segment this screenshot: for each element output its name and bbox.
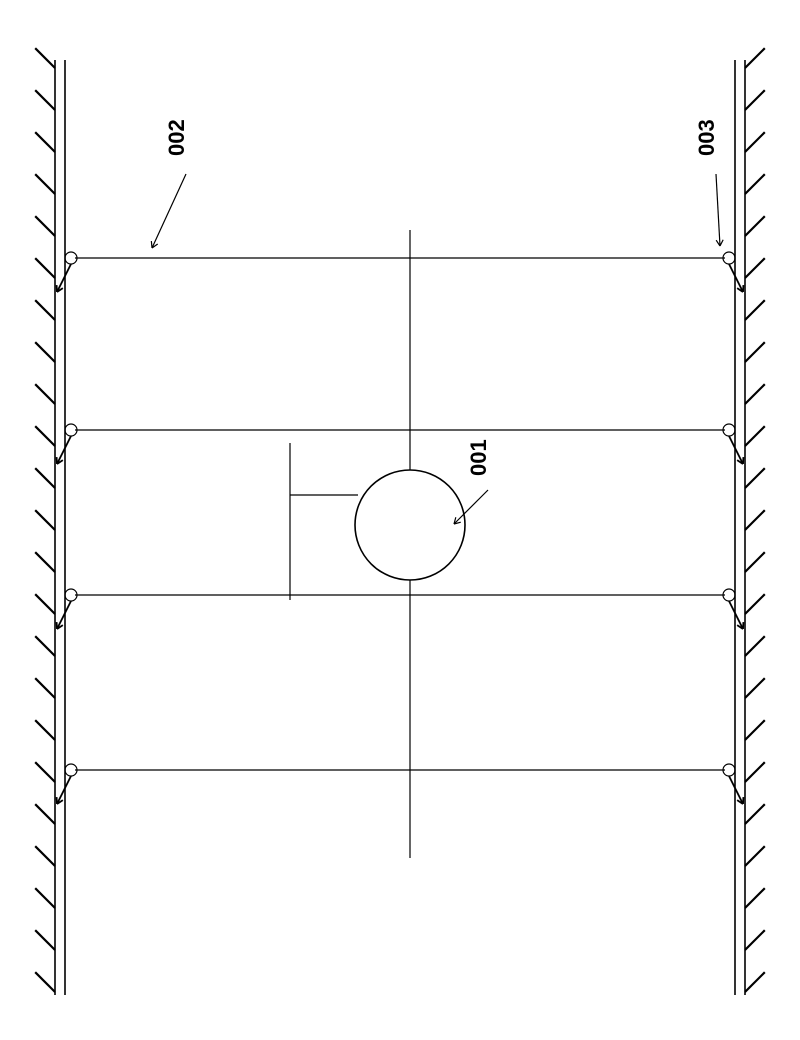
- label-text-l001: 001: [466, 439, 491, 476]
- label-text-l003: 003: [694, 119, 719, 156]
- central-circle: [355, 470, 465, 580]
- label-text-l002: 002: [164, 119, 189, 156]
